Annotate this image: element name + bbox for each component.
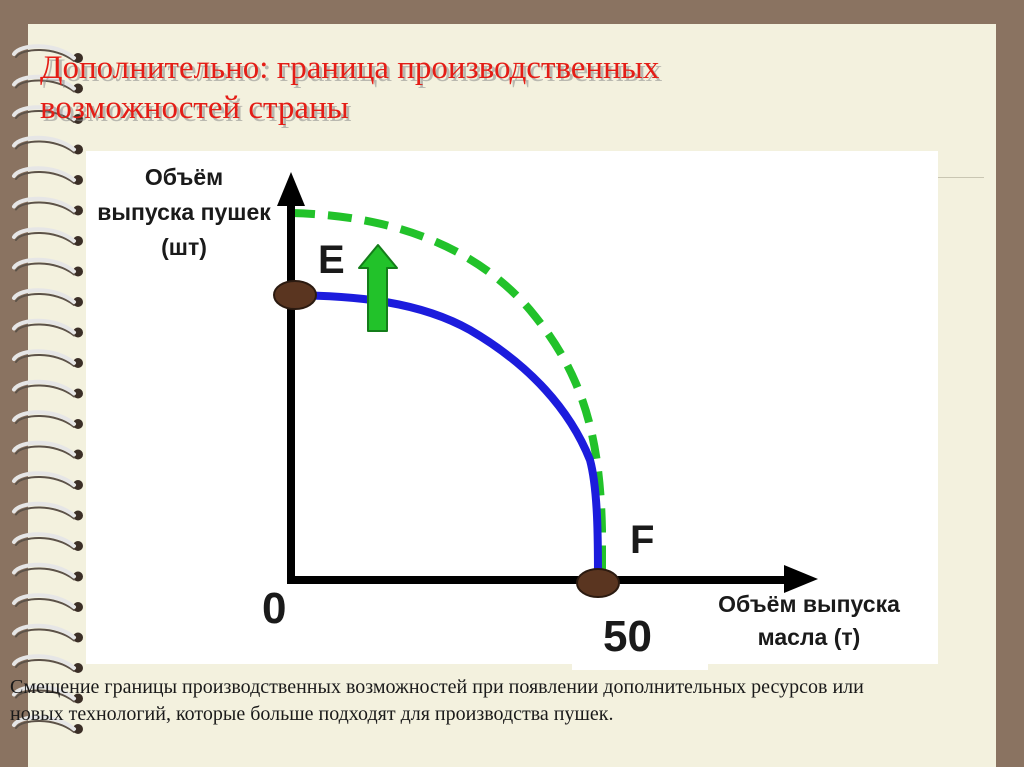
binding-ring (12, 349, 83, 368)
title-shadow: Дополнительно: граница производственных … (43, 53, 663, 129)
binding-ring (12, 684, 83, 704)
binding-ring (12, 501, 83, 521)
binding-ring (12, 410, 83, 429)
x-axis-arrowhead (784, 565, 818, 593)
point-f-label: F (630, 518, 655, 562)
binding-ring (12, 135, 83, 155)
binding-ring (12, 532, 83, 551)
binding-ring (12, 562, 83, 582)
x-axis-label: Объём выпуска масла (т) (718, 591, 900, 650)
slide-title: Дополнительно: граница производственных … (40, 50, 660, 126)
origin-label: 0 (262, 584, 287, 633)
binding-ring (12, 74, 83, 94)
diagram-panel-extension (572, 664, 708, 670)
binding-ring (12, 318, 83, 338)
y-axis-label: Объём выпуска пушек (шт) (97, 164, 271, 260)
binding-ring (12, 227, 83, 246)
binding-ring (12, 593, 83, 612)
shift-up-arrow (358, 244, 398, 332)
point-f-marker (576, 568, 620, 598)
y-axis-arrowhead (277, 172, 305, 206)
shifted-frontier-curve (290, 209, 606, 572)
binding-ring (12, 715, 83, 734)
spiral-binding (12, 44, 83, 734)
binding-ring (12, 166, 83, 185)
divider-line (938, 177, 984, 178)
binding-ring (12, 654, 83, 673)
binding-ring (12, 288, 83, 307)
slide-caption: Смещение границы производственных возмож… (10, 676, 864, 725)
x-value-label: 50 (603, 612, 652, 661)
point-e-marker (273, 280, 317, 310)
point-e-label: E (318, 238, 345, 282)
binding-ring (12, 196, 83, 216)
binding-ring (12, 257, 83, 277)
binding-ring (12, 471, 83, 490)
binding-ring (12, 623, 83, 643)
binding-ring (12, 44, 83, 63)
binding-ring (12, 379, 83, 399)
binding-ring (12, 440, 83, 460)
binding-ring (12, 105, 83, 124)
